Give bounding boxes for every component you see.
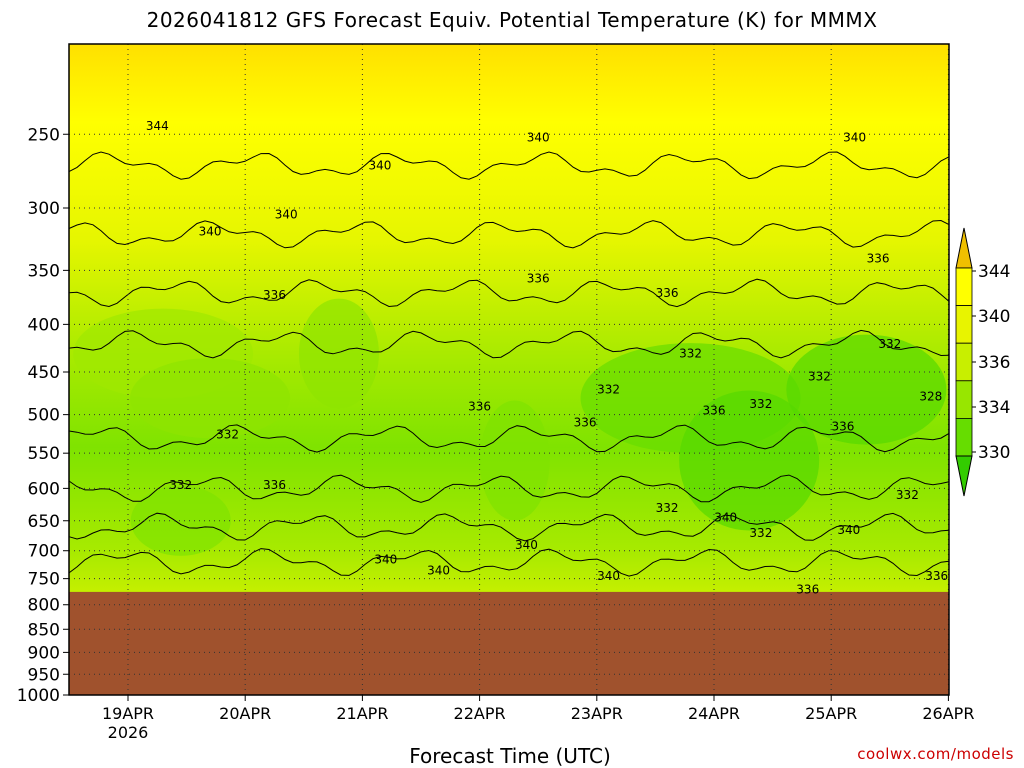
contour-label: 332 [896, 488, 919, 502]
contour-label: 336 [831, 420, 854, 434]
y-tick-label: 350 [28, 261, 60, 281]
y-tick-label: 500 [28, 406, 60, 426]
contour-label: 332 [679, 347, 702, 361]
x-tick-label: 19APR [102, 704, 154, 723]
plot-frame [68, 43, 950, 696]
low-theta-e-region [786, 334, 947, 445]
contour-label: 340 [275, 208, 298, 222]
contour-line [68, 548, 950, 577]
x-year-label: 2026 [108, 723, 149, 742]
colorbar-segment [955, 305, 973, 344]
contour-label: 340 [714, 511, 737, 525]
colorbar-segment [955, 417, 973, 457]
contour-line [68, 151, 950, 180]
x-tick-label: 26APR [922, 704, 974, 723]
y-tick-label: 950 [28, 665, 60, 685]
x-tick-label: 24APR [688, 704, 740, 723]
y-tick-label: 300 [28, 199, 60, 219]
watermark: coolwx.com/models [857, 745, 1014, 763]
colorbar-tick-label: 344 [978, 262, 1010, 282]
contour-label: 340 [597, 569, 620, 583]
y-tick-label: 900 [28, 643, 60, 663]
y-tick-label: 450 [28, 363, 60, 383]
colorbar-segment [955, 380, 973, 419]
y-tick-label: 800 [28, 596, 60, 616]
contour-label: 336 [867, 252, 890, 266]
y-tick-label: 750 [28, 570, 60, 590]
contour-label: 336 [263, 288, 286, 302]
low-theta-e-region [298, 298, 379, 409]
contour-label: 332 [749, 397, 772, 411]
y-tick-label: 700 [28, 542, 60, 562]
contour-line [68, 278, 950, 308]
chart-title: 2026041812 GFS Forecast Equiv. Potential… [146, 8, 878, 32]
colorbar-tick-label: 336 [978, 353, 1010, 373]
x-axis-label: Forecast Time (UTC) [409, 744, 611, 768]
contour-label: 336 [656, 286, 679, 300]
contour-label: 340 [843, 130, 866, 144]
contour-label: 332 [169, 478, 192, 492]
contour-line [68, 329, 950, 359]
contour-label: 340 [515, 538, 538, 552]
contour-label: 332 [808, 369, 831, 383]
contour-label: 340 [427, 563, 450, 577]
low-theta-e-region [679, 390, 820, 531]
low-theta-e-region [479, 400, 550, 521]
contour-label: 328 [919, 389, 942, 403]
contour-label: 340 [837, 523, 860, 537]
contour-label: 336 [796, 582, 819, 596]
low-theta-e-region [130, 358, 291, 439]
contour-label: 336 [574, 416, 597, 430]
contour-label: 340 [527, 130, 550, 144]
contour-label: 332 [216, 427, 239, 441]
contour-label: 340 [369, 158, 392, 172]
contour-label: 336 [527, 271, 550, 285]
x-tick-label: 23APR [571, 704, 623, 723]
colorbar-segment [955, 342, 973, 382]
y-tick-label: 550 [28, 444, 60, 464]
contour-label: 336 [703, 404, 726, 418]
y-tick-label: 250 [28, 125, 60, 145]
contour-label: 332 [878, 337, 901, 351]
contour-label: 336 [263, 478, 286, 492]
y-tick-label: 1000 [17, 686, 60, 706]
contour-label: 336 [468, 399, 491, 413]
y-tick-label: 400 [28, 315, 60, 335]
contour-label: 340 [374, 552, 397, 566]
ground-area [69, 591, 949, 695]
contour-label: 332 [749, 526, 772, 540]
y-tick-label: 850 [28, 620, 60, 640]
x-tick-label: 20APR [219, 704, 271, 723]
contour-line [68, 424, 950, 453]
y-tick-label: 650 [28, 512, 60, 532]
colorbar-tick-label: 330 [978, 443, 1010, 463]
colorbar-tick-label: 334 [978, 398, 1010, 418]
contour-label: 332 [656, 501, 679, 515]
x-tick-label: 22APR [454, 704, 506, 723]
low-theta-e-region [130, 485, 231, 556]
contour-line [68, 219, 950, 249]
contour-line [68, 474, 950, 503]
contour-label: 340 [199, 225, 222, 239]
contour-line [68, 512, 950, 542]
x-tick-label: 21APR [336, 704, 388, 723]
colorbar-segment [955, 267, 973, 306]
y-tick-label: 600 [28, 479, 60, 499]
colorbar-top-arrow [955, 227, 973, 269]
x-tick-label: 25APR [805, 704, 857, 723]
contour-label: 344 [146, 119, 169, 133]
colorbar-tick-label: 340 [978, 307, 1010, 327]
colorbar-bottom-arrow [955, 455, 973, 497]
contour-label: 332 [597, 383, 620, 397]
contour-label: 336 [925, 569, 948, 583]
